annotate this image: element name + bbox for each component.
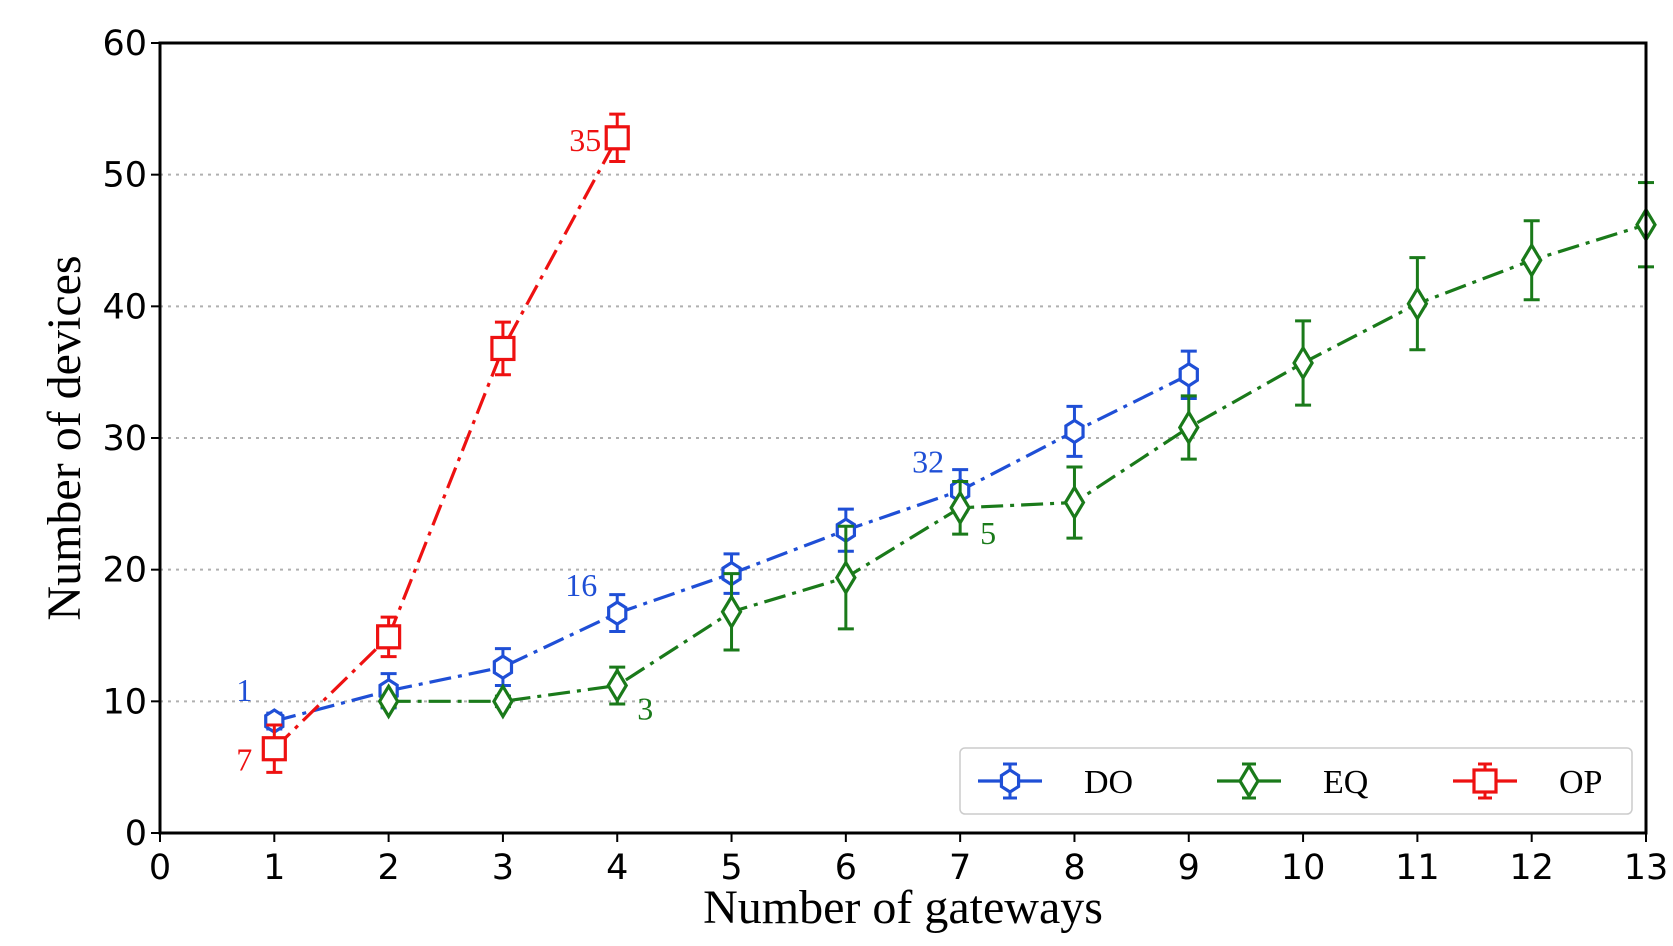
legend-label: OP (1559, 764, 1602, 801)
y-tick-label: 60 (102, 24, 147, 64)
annotation-label: 7 (236, 742, 252, 778)
gridlines (160, 173, 1646, 703)
y-tick-label: 40 (102, 287, 147, 327)
series-line-eq (388, 223, 1647, 703)
annotation-label: 35 (569, 122, 601, 158)
series-eq (377, 181, 1657, 720)
legend-item-op: OP (1453, 762, 1602, 801)
data-point-eq (1520, 242, 1543, 279)
x-tick-label: 1 (263, 848, 285, 888)
y-tick-label: 0 (125, 814, 147, 854)
x-axis-label: Number of gateways (703, 881, 1103, 934)
y-tick-label: 30 (102, 419, 147, 459)
annotation-label: 16 (565, 567, 597, 603)
legend: DO EQ OP (959, 747, 1633, 815)
x-tick-label: 7 (949, 848, 971, 888)
data-point-op (261, 736, 287, 762)
legend-item-do: DO (978, 762, 1133, 801)
series-do (264, 349, 1199, 734)
annotations: 1 7 16 3 35 32 5 (236, 122, 996, 778)
data-point-eq (1063, 484, 1086, 521)
series-group (261, 112, 1657, 774)
legend-box (959, 747, 1633, 815)
data-point-eq (949, 489, 972, 526)
data-point-op (376, 624, 402, 650)
y-tick-label: 50 (102, 156, 147, 196)
data-point-do (1178, 361, 1199, 388)
data-point-do (607, 600, 628, 627)
series-line-op (273, 137, 619, 750)
data-point-eq (1406, 285, 1429, 322)
data-point-do (492, 654, 514, 681)
annotation-label: 1 (236, 672, 252, 708)
x-tick-label: 8 (1063, 848, 1085, 888)
annotation-label: 3 (637, 691, 653, 727)
data-point-eq (606, 667, 629, 704)
x-tick-label: 11 (1395, 848, 1440, 888)
legend-label: DO (1084, 764, 1133, 801)
series-op (261, 112, 630, 774)
y-tick-label: 20 (102, 551, 147, 591)
x-tick-label: 10 (1281, 848, 1326, 888)
x-tick-label: 3 (492, 848, 514, 888)
legend-marker-op (1472, 768, 1498, 794)
legend-marker-do (999, 768, 1021, 794)
series-line-do (273, 373, 1190, 723)
x-tick-label: 2 (377, 848, 399, 888)
legend-item-eq: EQ (1217, 762, 1368, 801)
plot-frame (158, 41, 1648, 835)
data-point-eq (1292, 344, 1314, 382)
x-tick-label: 4 (606, 848, 628, 888)
y-axis-label: Number of devices (38, 255, 91, 620)
data-point-op (604, 125, 630, 151)
data-point-eq (720, 593, 743, 630)
y-tick-label: 10 (102, 682, 147, 722)
legend-label: EQ (1323, 764, 1368, 801)
annotation-label: 32 (912, 444, 944, 480)
x-tick-label: 12 (1509, 848, 1554, 888)
data-point-op (490, 335, 516, 362)
x-tick-label: 9 (1178, 848, 1200, 888)
x-tick-label: 0 (149, 848, 171, 888)
legend-marker-eq (1238, 762, 1260, 800)
data-point-eq (492, 683, 514, 720)
x-tick-label: 5 (720, 848, 742, 888)
data-point-eq (1177, 409, 1200, 446)
x-tick-label: 13 (1624, 848, 1669, 888)
x-tick-label: 6 (835, 848, 857, 888)
data-point-eq (377, 683, 400, 720)
data-point-eq (834, 559, 857, 596)
data-point-do (1064, 418, 1085, 445)
annotation-label: 5 (980, 515, 996, 551)
